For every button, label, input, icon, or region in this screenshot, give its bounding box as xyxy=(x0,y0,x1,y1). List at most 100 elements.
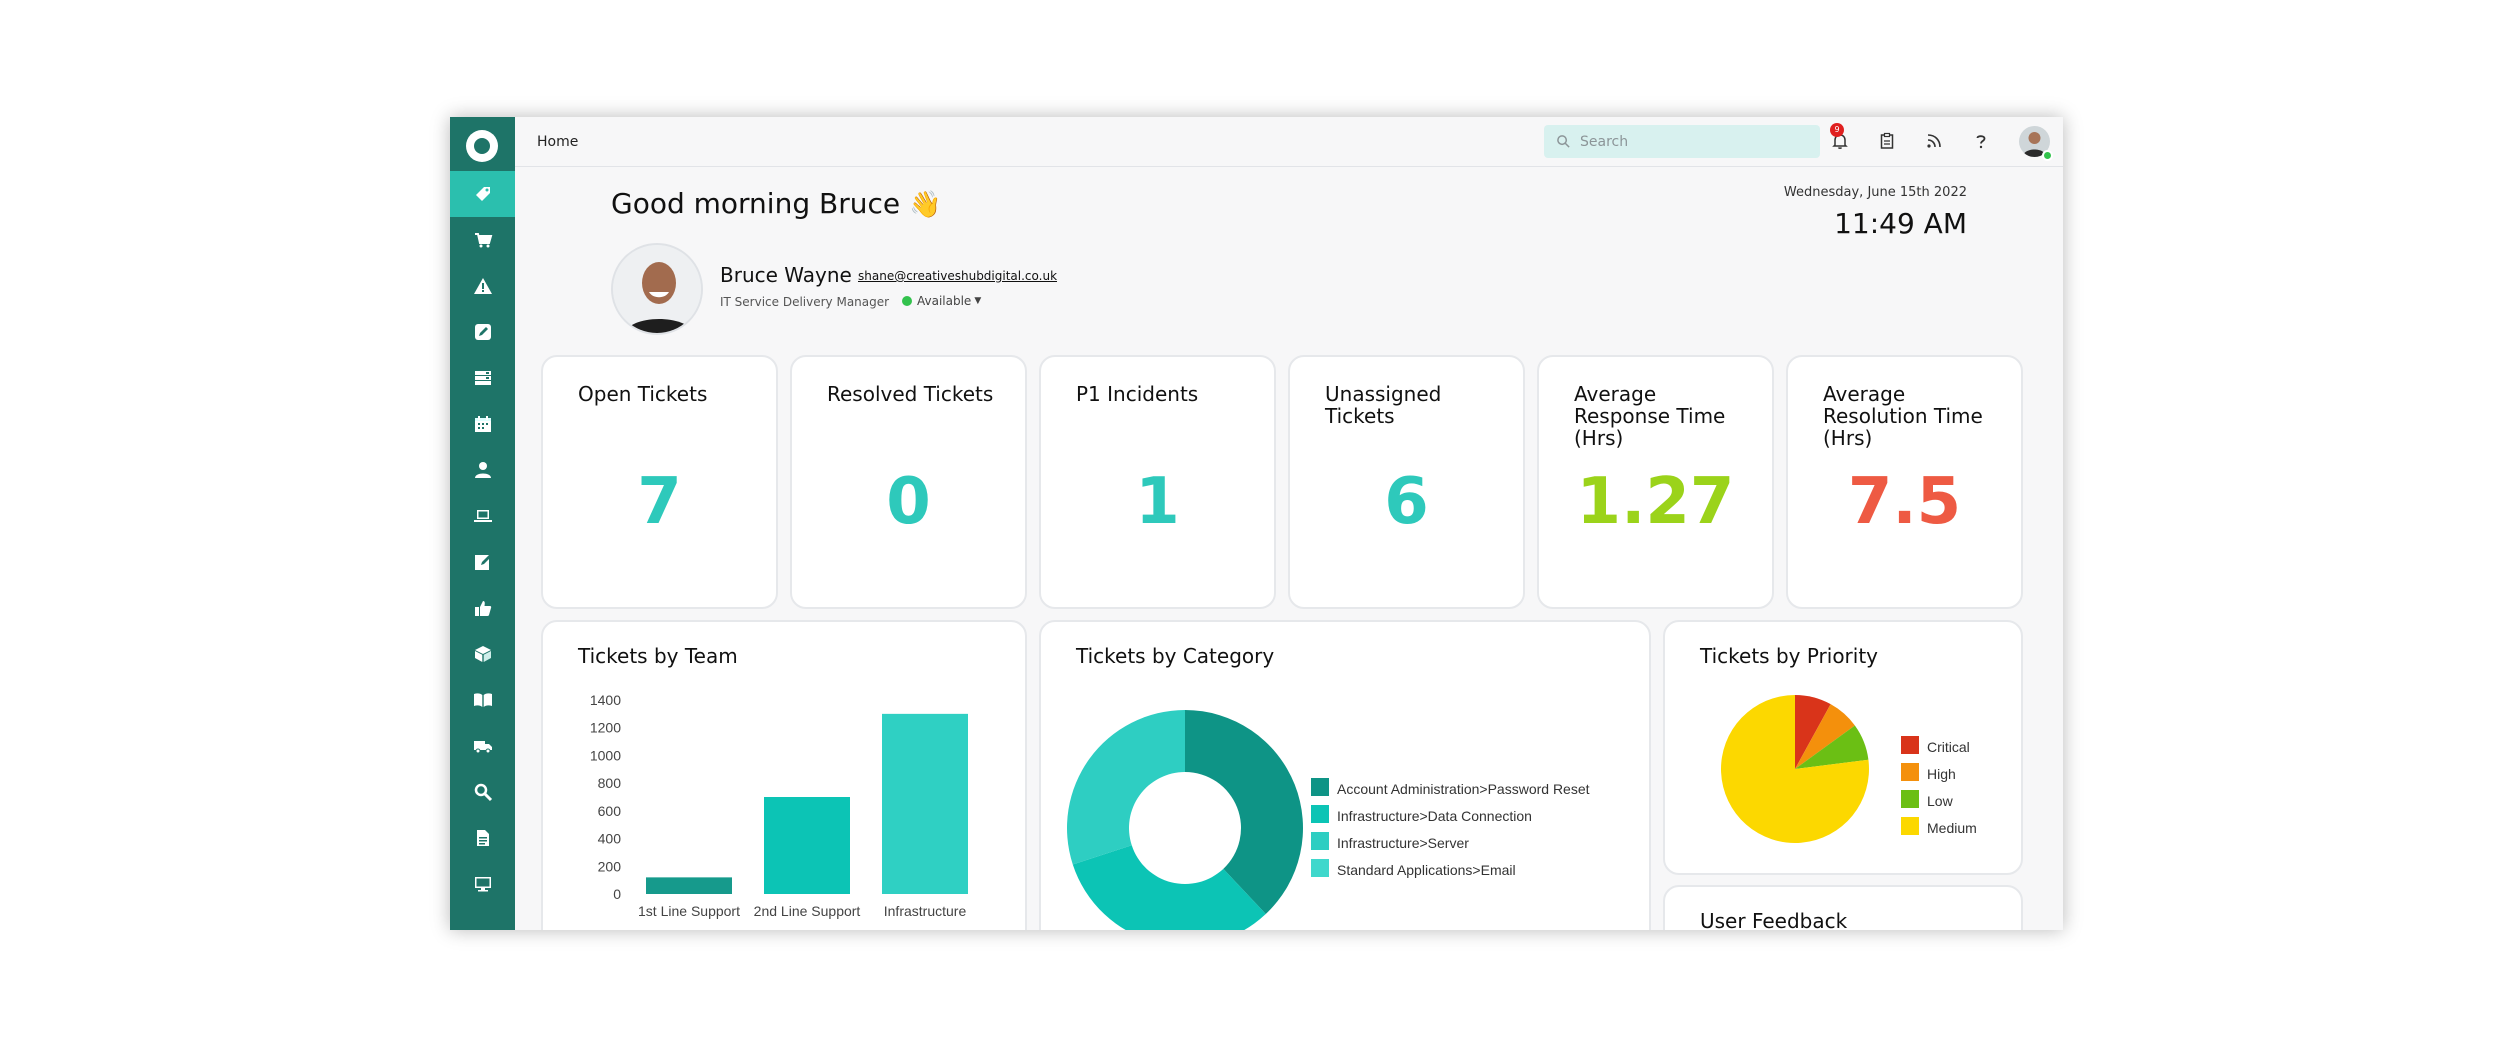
greeting: Good morning Bruce 👋 xyxy=(611,187,941,220)
sidebar-item-suppliers[interactable] xyxy=(450,723,515,769)
kpi-card-average-response-time[interactable]: Average Response Time (Hrs) 1.27 xyxy=(1537,355,1774,609)
search-box[interactable] xyxy=(1544,125,1820,158)
thumbs-up-icon xyxy=(474,601,491,616)
tickets-by-priority-chart: Critical High Low Medium xyxy=(1721,695,1977,843)
document-icon xyxy=(476,830,489,846)
legend-label: Medium xyxy=(1927,820,1977,836)
avatar-icon xyxy=(2023,132,2046,157)
kpi-card-average-resolution-time[interactable]: Average Resolution Time (Hrs) 7.5 xyxy=(1786,355,2023,609)
sidebar-item-changes[interactable] xyxy=(450,309,515,355)
app-logo[interactable] xyxy=(466,130,498,162)
profile-photo[interactable] xyxy=(611,243,703,335)
y-tick-label: 600 xyxy=(598,803,622,819)
user-icon xyxy=(474,462,491,478)
feed-button[interactable] xyxy=(1923,130,1945,152)
cart-icon xyxy=(474,233,492,248)
search-icon xyxy=(474,783,492,802)
sidebar-item-cart[interactable] xyxy=(450,217,515,263)
caret-down-icon: ▼ xyxy=(974,296,982,306)
sidebar-item-tickets[interactable] xyxy=(450,171,515,217)
sidebar-item-feedback[interactable] xyxy=(450,585,515,631)
sidebar-item-services[interactable] xyxy=(450,355,515,401)
kpi-card-open-tickets[interactable]: Open Tickets 7 xyxy=(541,355,778,609)
kpi-card-resolved-tickets[interactable]: Resolved Tickets 0 xyxy=(790,355,1027,609)
bar-infrastructure xyxy=(882,713,968,894)
kpi-title: P1 Incidents xyxy=(1076,382,1199,406)
ticket-icon xyxy=(475,187,490,201)
slice-medium xyxy=(1721,695,1869,843)
legend-label: Infrastructure>Data Connection xyxy=(1337,808,1532,824)
kpi-value: 1 xyxy=(1135,465,1180,539)
panel-title: Tickets by Category xyxy=(1076,644,1275,668)
bar-1st-line-support xyxy=(646,877,732,894)
current-date: Wednesday, June 15th 2022 xyxy=(1783,185,1967,200)
tasks-button[interactable] xyxy=(1876,130,1898,152)
sidebar-item-requests[interactable] xyxy=(450,539,515,585)
legend-swatch xyxy=(1901,817,1919,835)
search-icon xyxy=(1557,135,1570,148)
panel-title: Tickets by Priority xyxy=(1700,644,1879,668)
search-input[interactable] xyxy=(1580,131,1800,153)
legend-swatch xyxy=(1311,832,1329,850)
warning-icon xyxy=(473,278,492,294)
server-icon xyxy=(474,371,491,385)
calendar-icon xyxy=(474,416,491,432)
sidebar-item-reports[interactable] xyxy=(450,815,515,861)
legend-swatch xyxy=(1901,763,1919,781)
kpi-card-unassigned-tickets[interactable]: Unassigned Tickets 6 xyxy=(1288,355,1525,609)
note-edit-icon xyxy=(474,555,491,570)
top-bar: Home 9 xyxy=(515,117,2063,167)
sidebar-item-users[interactable] xyxy=(450,447,515,493)
legend-label: Low xyxy=(1927,793,1954,809)
slice-critical xyxy=(1795,695,1831,769)
kpi-title: Unassigned Tickets xyxy=(1325,382,1442,428)
panel-title: User Feedback xyxy=(1700,909,1848,930)
kpi-title: Average Resolution Time (Hrs) xyxy=(1823,382,1983,450)
bar-2nd-line-support xyxy=(764,797,850,894)
box-icon xyxy=(474,646,491,662)
sidebar-item-calendar[interactable] xyxy=(450,401,515,447)
x-tick-label: 2nd Line Support xyxy=(754,903,861,919)
legend-swatch xyxy=(1311,778,1329,796)
x-tick-label: Infrastructure xyxy=(884,903,967,919)
greeting-text: Good morning Bruce xyxy=(611,187,901,220)
panel-title: Tickets by Team xyxy=(578,644,738,668)
help-button[interactable] xyxy=(1970,130,1992,152)
kpi-value: 6 xyxy=(1384,465,1429,539)
status-label: Available xyxy=(917,294,972,308)
kpi-card-p1-incidents[interactable]: P1 Incidents 1 xyxy=(1039,355,1276,609)
y-tick-label: 400 xyxy=(598,831,622,847)
sidebar-item-packages[interactable] xyxy=(450,631,515,677)
user-email-link[interactable]: shane@creativeshubdigital.co.uk xyxy=(858,269,1058,283)
sidebar-item-knowledge[interactable] xyxy=(450,677,515,723)
person-photo-icon xyxy=(613,245,701,333)
laptop-icon xyxy=(473,510,492,522)
legend-label: Critical xyxy=(1927,739,1970,755)
clipboard-icon xyxy=(1880,132,1894,149)
monitor-icon xyxy=(474,877,491,892)
sidebar-item-incidents[interactable] xyxy=(450,263,515,309)
sidebar-item-search[interactable] xyxy=(450,769,515,815)
user-role: IT Service Delivery Manager xyxy=(720,295,890,309)
kpi-value: 7.5 xyxy=(1847,465,1962,539)
legend-swatch xyxy=(1311,805,1329,823)
slice-high xyxy=(1795,704,1855,769)
panel-tickets-by-category: Tickets by Category Account Administrati… xyxy=(1039,620,1651,930)
y-tick-label: 0 xyxy=(613,886,621,902)
legend-label: Infrastructure>Server xyxy=(1337,835,1469,851)
tickets-by-category-chart: Account Administration>Password Reset Inf… xyxy=(1067,710,1590,930)
current-time: 11:49 AM xyxy=(1834,207,1967,240)
legend-swatch xyxy=(1901,790,1919,808)
availability-dropdown[interactable]: Available ▼ xyxy=(902,294,981,308)
slice-account-administration-password-reset xyxy=(1185,710,1303,915)
breadcrumb[interactable]: Home xyxy=(537,134,579,150)
book-icon xyxy=(473,693,492,707)
sidebar-item-assets[interactable] xyxy=(450,493,515,539)
tickets-by-team-chart: 0 200 400 600 800 1000 1200 1400 1st Line Suppor… xyxy=(590,692,968,919)
sidebar-item-monitoring[interactable] xyxy=(450,861,515,907)
waving-hand-icon: 👋 xyxy=(909,190,942,220)
slice-infrastructure-server xyxy=(1067,710,1185,865)
rss-icon xyxy=(1927,134,1941,148)
sidebar xyxy=(450,117,515,930)
app-window: Home 9 Good morning Bruce 👋 Wednesday, J… xyxy=(450,117,2063,930)
